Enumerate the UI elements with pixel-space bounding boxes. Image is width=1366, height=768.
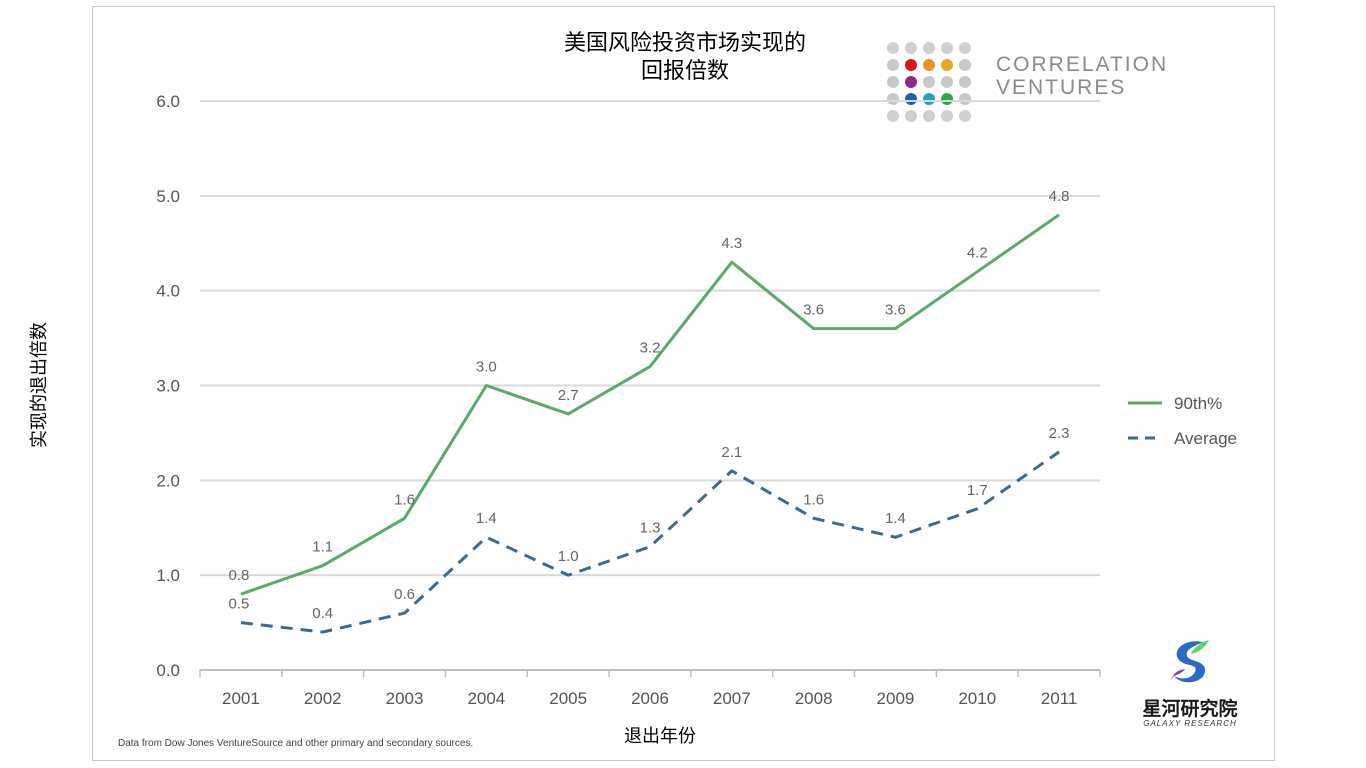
logo-dot — [887, 42, 899, 54]
y-tick-label: 3.0 — [156, 377, 180, 396]
data-label: 0.6 — [394, 586, 415, 603]
data-label: 4.2 — [967, 245, 988, 262]
logo-dot — [905, 110, 917, 122]
x-tick-label: 2003 — [386, 689, 424, 708]
data-label: 1.7 — [967, 482, 988, 499]
data-label: 1.0 — [558, 548, 579, 565]
x-tick-label: 2004 — [467, 689, 505, 708]
y-tick-label: 2.0 — [156, 471, 180, 490]
logo-dot — [923, 110, 935, 122]
data-label: 4.3 — [721, 235, 742, 252]
chart-title-line2: 回报倍数 — [640, 59, 729, 84]
chart-frame — [92, 6, 1275, 761]
data-label: 1.6 — [394, 491, 415, 508]
logo-dot — [887, 76, 899, 88]
logo-dot — [923, 76, 935, 88]
logo-dot — [941, 76, 953, 88]
x-axis-label: 退出年份 — [624, 726, 696, 747]
data-label: 0.5 — [228, 596, 249, 613]
data-label: 1.1 — [312, 539, 333, 556]
logo-dot — [905, 76, 917, 88]
logo-dot — [941, 42, 953, 54]
y-tick-label: 0.0 — [156, 661, 180, 680]
x-tick-label: 2008 — [795, 689, 833, 708]
y-tick-label: 4.0 — [156, 282, 180, 301]
x-tick-label: 2001 — [222, 689, 260, 708]
data-label: 1.4 — [476, 510, 497, 527]
data-label: 3.0 — [476, 359, 497, 376]
data-label: 0.4 — [312, 605, 333, 622]
logo-dot — [941, 59, 953, 71]
legend-label: Average — [1174, 429, 1237, 448]
data-label: 1.3 — [640, 520, 661, 537]
logo-dot — [887, 110, 899, 122]
x-tick-label: 2010 — [958, 689, 996, 708]
data-label: 4.8 — [1049, 188, 1070, 205]
galaxy-name-cn: 星河研究院 — [1142, 698, 1238, 720]
logo-dot — [959, 59, 971, 71]
x-tick-label: 2009 — [877, 689, 915, 708]
data-label: 3.2 — [640, 340, 661, 357]
data-label: 3.6 — [803, 302, 824, 319]
galaxy-name-en: GALAXY RESEARCH — [1143, 719, 1237, 728]
data-label: 1.4 — [885, 510, 906, 527]
logo-dot — [959, 110, 971, 122]
x-tick-label: 2007 — [713, 689, 751, 708]
logo-dot — [923, 59, 935, 71]
data-label: 2.7 — [558, 387, 579, 404]
logo-dot — [887, 59, 899, 71]
logo-dot — [941, 110, 953, 122]
logo-line2: VENTURES — [996, 76, 1127, 99]
data-label: 0.8 — [228, 567, 249, 584]
y-tick-label: 1.0 — [156, 566, 180, 585]
x-tick-label: 2005 — [549, 689, 587, 708]
chart-title: 美国风险投资市场实现的 回报倍数 — [520, 30, 850, 86]
x-tick-label: 2011 — [1041, 689, 1078, 708]
y-tick-label: 5.0 — [156, 187, 180, 206]
logo-dot — [923, 42, 935, 54]
data-label: 1.6 — [803, 491, 824, 508]
correlation-ventures-logo-icon — [887, 42, 971, 122]
logo-dot — [959, 76, 971, 88]
source-note: Data from Dow Jones VentureSource and ot… — [118, 738, 474, 749]
series-line-90th — [240, 213, 1060, 596]
logo-dot — [905, 42, 917, 54]
galaxy-research-watermark: 星河研究院 GALAXY RESEARCH — [1130, 636, 1250, 728]
data-label: 2.3 — [1049, 425, 1070, 442]
data-label: 3.6 — [885, 302, 906, 319]
x-tick-label: 2002 — [304, 689, 342, 708]
chart-title-line1: 美国风险投资市场实现的 — [563, 31, 806, 56]
logo-line1: CORRELATION — [996, 53, 1169, 76]
galaxy-logo-icon — [1171, 640, 1209, 683]
x-tick-label: 2006 — [631, 689, 669, 708]
data-label: 2.1 — [721, 444, 742, 461]
logo-dot — [959, 42, 971, 54]
legend-label: 90th% — [1174, 394, 1222, 413]
correlation-ventures-logo-text: CORRELATION VENTURES — [996, 53, 1168, 99]
y-tick-label: 6.0 — [156, 92, 180, 111]
logo-dot — [905, 59, 917, 71]
